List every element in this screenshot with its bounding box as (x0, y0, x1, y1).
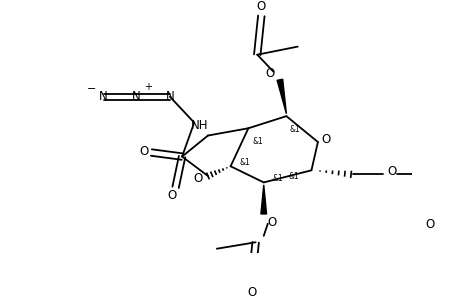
Text: &1: &1 (240, 158, 250, 167)
Text: −: − (87, 84, 96, 94)
Text: N: N (99, 90, 108, 103)
Text: O: O (256, 0, 265, 13)
Text: +: + (144, 82, 152, 92)
Text: &1: &1 (289, 124, 300, 134)
Text: O: O (266, 67, 275, 80)
Text: O: O (267, 216, 276, 229)
Text: O: O (321, 133, 331, 146)
Text: O: O (140, 145, 149, 158)
Text: &1: &1 (253, 137, 263, 146)
Text: &1: &1 (273, 174, 283, 183)
Polygon shape (277, 79, 286, 114)
Text: O: O (247, 286, 256, 297)
Text: N: N (132, 90, 141, 103)
Text: O: O (425, 218, 435, 231)
Text: N: N (166, 90, 174, 103)
Text: O: O (167, 189, 176, 202)
Polygon shape (261, 185, 267, 214)
Text: O: O (388, 165, 397, 178)
Text: NH: NH (191, 119, 209, 132)
Text: O: O (194, 172, 203, 185)
Text: &1: &1 (288, 172, 299, 181)
